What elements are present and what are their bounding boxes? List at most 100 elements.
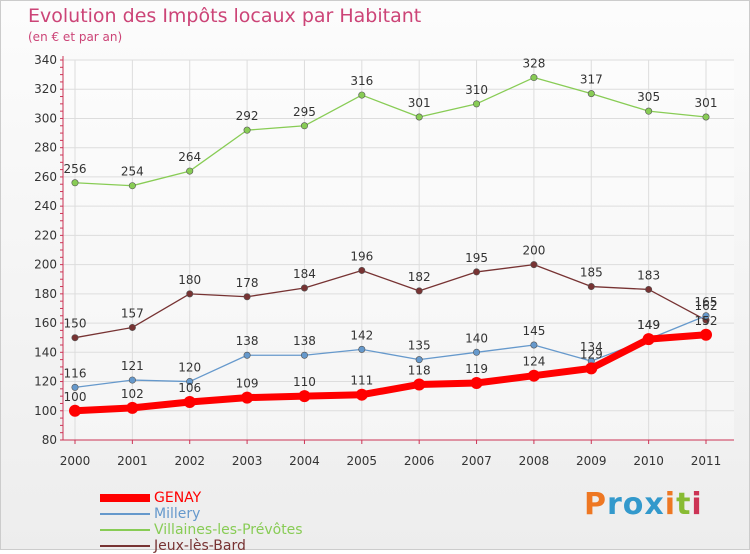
x-tick-label: 2011 xyxy=(691,454,722,468)
data-point xyxy=(473,100,481,108)
data-label: 254 xyxy=(121,165,144,179)
data-label: 120 xyxy=(178,361,201,375)
y-tick-label: 300 xyxy=(34,111,57,125)
data-point xyxy=(527,369,540,382)
x-tick-label: 2010 xyxy=(633,454,664,468)
data-label: 180 xyxy=(178,273,201,287)
x-tick-label: 2004 xyxy=(289,454,320,468)
data-point xyxy=(69,404,81,417)
y-tick-label: 160 xyxy=(34,316,57,330)
data-point xyxy=(183,396,196,408)
data-label: 292 xyxy=(236,109,259,123)
data-point xyxy=(71,334,79,342)
y-tick-label: 180 xyxy=(34,287,57,301)
data-point xyxy=(300,284,308,292)
x-tick-label: 2000 xyxy=(60,454,91,468)
data-point xyxy=(298,390,311,403)
logo-letter: t xyxy=(676,487,692,522)
data-point xyxy=(702,312,710,320)
data-label: 301 xyxy=(408,96,431,110)
data-label: 317 xyxy=(580,73,603,87)
x-tick-label: 2001 xyxy=(117,454,148,468)
data-label: 328 xyxy=(522,57,545,71)
data-label: 142 xyxy=(350,328,373,342)
y-tick-label: 340 xyxy=(34,53,57,67)
y-tick-label: 240 xyxy=(34,199,57,213)
data-point xyxy=(530,74,538,82)
plot-area xyxy=(63,60,734,440)
data-label: 196 xyxy=(350,249,373,263)
data-point xyxy=(71,383,79,391)
chart-title: Evolution des Impôts locaux par Habitant xyxy=(28,5,422,27)
data-label: 118 xyxy=(408,363,431,377)
y-tick-label: 120 xyxy=(34,375,57,389)
data-point xyxy=(530,341,538,349)
data-label: 119 xyxy=(465,362,488,376)
data-point xyxy=(530,261,538,269)
legend-label: Jeux-lès-Bard xyxy=(154,538,246,554)
data-point xyxy=(470,377,483,389)
data-point xyxy=(243,293,251,301)
data-point xyxy=(241,391,254,404)
series-line-Jeux-lès-Bard xyxy=(74,263,707,339)
data-label: 138 xyxy=(236,334,259,348)
x-tick-label: 2003 xyxy=(232,454,263,468)
data-label: 124 xyxy=(522,355,545,369)
data-label: 109 xyxy=(236,377,259,391)
data-label: 184 xyxy=(293,267,316,281)
data-label: 149 xyxy=(637,318,660,332)
data-point xyxy=(300,122,308,130)
data-point xyxy=(642,333,655,346)
data-point xyxy=(128,376,136,384)
x-tick-label: 2006 xyxy=(404,454,435,468)
data-label: 100 xyxy=(64,390,87,404)
chart-subtitle: (en € et par an) xyxy=(28,30,123,44)
data-point xyxy=(186,290,194,298)
data-label: 152 xyxy=(695,314,718,328)
data-label: 310 xyxy=(465,83,488,97)
proxiti-logo: Proxiti xyxy=(584,487,703,522)
series-line-GENAY xyxy=(71,331,710,415)
data-label: 162 xyxy=(695,299,718,313)
data-label: 134 xyxy=(580,340,603,354)
data-point xyxy=(358,266,366,274)
data-point xyxy=(473,348,481,356)
logo-letter: i xyxy=(664,487,677,522)
data-label: 182 xyxy=(408,270,431,284)
data-label: 264 xyxy=(178,150,201,164)
y-tick-label: 140 xyxy=(34,345,57,359)
data-point xyxy=(128,323,136,331)
x-tick-label: 2005 xyxy=(347,454,378,468)
data-label: 106 xyxy=(178,381,201,395)
data-label: 116 xyxy=(64,366,87,380)
data-point xyxy=(645,107,653,115)
data-label: 178 xyxy=(236,276,259,290)
y-tick-label: 80 xyxy=(42,433,57,447)
data-point xyxy=(126,401,139,414)
x-tick-label: 2007 xyxy=(461,454,492,468)
y-tick-label: 260 xyxy=(34,170,57,184)
data-label: 102 xyxy=(121,387,144,401)
data-point xyxy=(355,388,368,401)
y-tick-label: 220 xyxy=(34,228,57,242)
data-label: 200 xyxy=(522,244,545,258)
data-label: 110 xyxy=(293,375,316,389)
logo-letter: i xyxy=(691,487,703,522)
data-label: 301 xyxy=(695,96,718,110)
data-label: 256 xyxy=(64,162,87,176)
data-label: 145 xyxy=(522,324,545,338)
data-label: 195 xyxy=(465,251,488,265)
data-label: 121 xyxy=(121,359,144,373)
data-point xyxy=(71,179,79,187)
legend-label: Millery xyxy=(154,506,201,522)
data-label: 129 xyxy=(580,347,603,361)
data-point xyxy=(243,351,251,359)
logo-letter: x xyxy=(644,487,665,522)
data-label: 305 xyxy=(637,90,660,104)
y-tick-label: 200 xyxy=(34,258,57,272)
series-line-Villaines-les-Prévôtes xyxy=(74,76,707,187)
data-point xyxy=(413,378,426,391)
series-line-Millery xyxy=(74,315,707,389)
data-label: 316 xyxy=(350,74,373,88)
